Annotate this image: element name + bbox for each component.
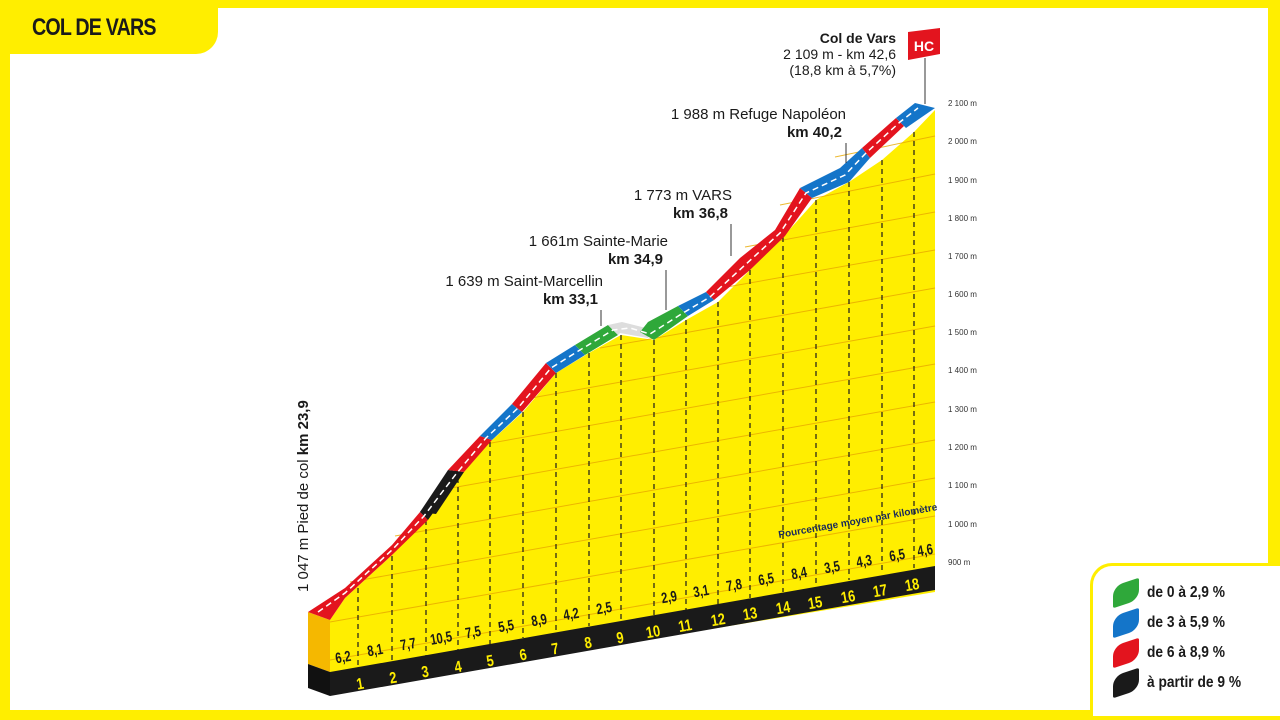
gradient-legend: de 0 à 2,9 % de 3 à 5,9 % de 6 à 8,9 % à… [1090,563,1280,716]
km-dividers [357,132,915,668]
hc-flag [908,28,940,60]
km-label: 4 [453,658,463,677]
y-tick: 2 100 m [948,99,977,108]
legend-item-black: à partir de 9 % [1113,667,1256,699]
pct-label: 2,5 [595,598,613,617]
start-km: km 23,9 [295,400,312,455]
start-altitude: 1 047 m Pied de col [295,455,312,592]
km-label: 11 [677,617,693,637]
km-label: 3 [420,663,430,682]
km-base-front [308,664,330,696]
km-label: 13 [742,605,759,625]
waypoint-vars-label: 1 773 m VARS [634,187,732,204]
km-label: 18 [904,576,921,596]
y-tick: 2 000 m [948,137,977,146]
waypoint-saint-marcellin-label: 1 639 m Saint-Marcellin [445,273,603,290]
pct-label: 4,3 [855,551,873,570]
y-tick: 1 300 m [948,405,977,414]
legend-label: à partir de 9 % [1147,674,1242,691]
red-swatch-icon [1113,637,1139,669]
pct-label: 6,2 [334,647,352,666]
legend-item-blue: de 3 à 5,9 % [1113,607,1238,639]
waypoint-sainte-marie-label: 1 661m Sainte-Marie [529,233,668,250]
pct-label: 8,9 [530,610,548,629]
km-label: 10 [645,623,662,643]
legend-item-green: de 0 à 2,9 % [1113,577,1238,609]
summit-name: Col de Vars [820,30,896,46]
y-tick: 1 700 m [948,252,977,261]
pct-label: 10,5 [429,628,454,649]
pct-label: 4,2 [562,604,580,623]
km-label: 17 [872,582,889,602]
km-label: 16 [840,588,857,608]
pct-label: 5,5 [497,616,515,635]
y-tick: 1 900 m [948,176,977,185]
start-label: 1 047 m Pied de col km 23,9 [295,400,312,592]
y-tick: 1 600 m [948,290,977,299]
km-percent-labels: 6,2 8,1 7,7 10,5 7,5 5,5 8,9 4,2 2,5 2,9… [334,540,934,666]
pct-label: 6,5 [757,569,775,588]
title-tab: COL DE VARS [0,0,218,54]
km-label: 1 [355,675,365,694]
y-tick: 1 200 m [948,443,977,452]
km-numbers: 1 2 3 4 5 6 7 8 9 10 11 12 13 14 15 16 1… [355,576,921,694]
pct-label: 7,8 [725,575,743,594]
summit-detail: 2 109 m - km 42,6 [783,46,896,62]
road-centerline [317,107,919,613]
y-tick: 1 100 m [948,481,977,490]
km-label: 15 [807,594,824,614]
km-base-band [330,566,935,696]
y-tick: 1 400 m [948,366,977,375]
pct-label: 4,6 [916,540,934,559]
km-label: 6 [518,646,528,665]
waypoint-sainte-marie-km: km 34,9 [608,251,663,268]
green-swatch-icon [1113,577,1139,609]
legend-label: de 6 à 8,9 % [1147,644,1226,661]
km-label: 7 [550,640,560,659]
legend-item-red: de 6 à 8,9 % [1113,637,1238,669]
hc-category-badge: HC [914,38,934,54]
km-label: 8 [583,634,593,653]
pct-label: 8,1 [366,640,384,659]
km-label: 12 [710,611,727,631]
y-tick: 1 800 m [948,214,977,223]
km-label: 2 [388,669,398,688]
pct-label: 3,1 [692,581,710,600]
pct-label: 6,5 [888,545,906,564]
pct-label: 7,5 [464,622,482,641]
y-tick: 1 500 m [948,328,977,337]
waypoint-refuge-label: 1 988 m Refuge Napoléon [671,106,846,123]
page-title: COL DE VARS [32,14,156,41]
waypoint-refuge-km: km 40,2 [787,124,842,141]
y-tick: 1 000 m [948,520,977,529]
pct-label: 2,9 [660,587,678,606]
pct-label: 8,4 [790,563,809,583]
km-label: 9 [615,629,625,648]
pct-label: 3,5 [823,557,841,576]
km-label: 14 [775,599,792,619]
y-tick: 900 m [948,558,971,567]
legend-label: de 0 à 2,9 % [1147,584,1226,601]
profile-fill [330,110,935,692]
blue-swatch-icon [1113,607,1139,639]
waypoint-saint-marcellin-km: km 33,1 [543,291,598,308]
profile-front-face [308,612,330,672]
km-label: 5 [485,652,495,671]
waypoint-vars-km: km 36,8 [673,205,728,222]
black-swatch-icon [1113,667,1139,699]
legend-label: de 3 à 5,9 % [1147,614,1226,631]
summit-average: (18,8 km à 5,7%) [789,62,896,78]
altitude-axis: 2 100 m 2 000 m 1 900 m 1 800 m 1 700 m … [948,99,977,567]
pct-label: 7,7 [399,634,417,653]
